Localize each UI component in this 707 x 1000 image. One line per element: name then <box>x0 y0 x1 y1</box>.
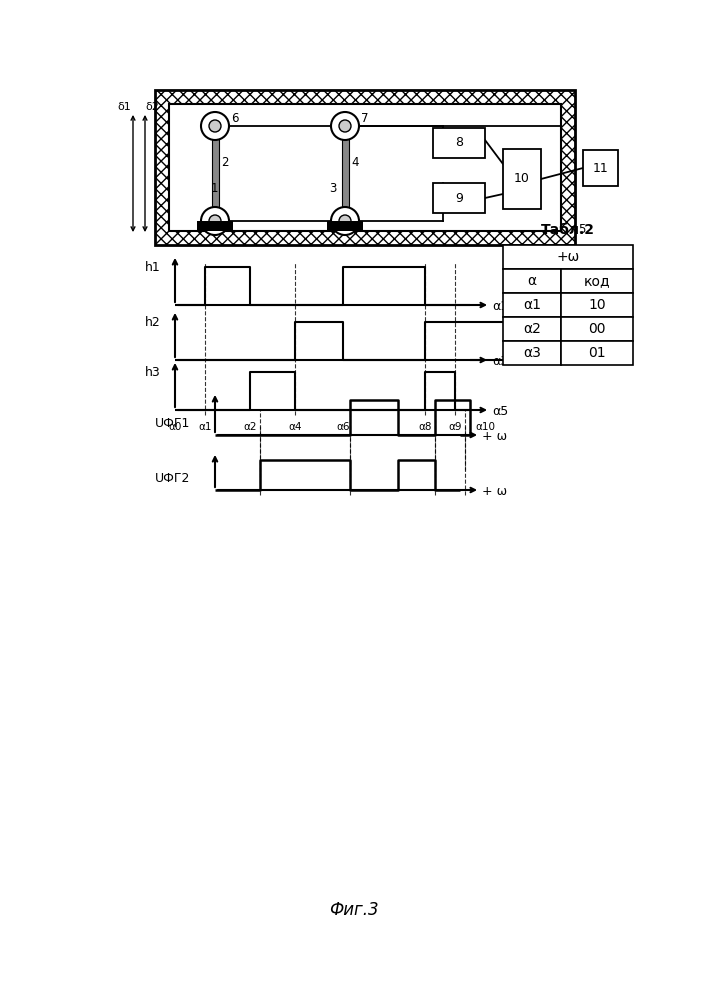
Bar <box>211 139 218 208</box>
Text: δ1: δ1 <box>117 102 131 112</box>
Bar <box>503 293 561 317</box>
Text: α0: α0 <box>168 422 182 432</box>
Text: α3: α3 <box>492 355 508 368</box>
Text: 3: 3 <box>329 182 337 194</box>
Text: α2: α2 <box>243 422 257 432</box>
Text: h2: h2 <box>145 316 160 329</box>
Circle shape <box>209 215 221 227</box>
Bar <box>433 183 485 213</box>
Text: 6: 6 <box>231 112 238 125</box>
Text: 01: 01 <box>588 346 606 360</box>
Text: 00: 00 <box>588 322 606 336</box>
Text: 9: 9 <box>455 192 463 205</box>
Bar <box>155 90 575 245</box>
Bar <box>503 341 561 365</box>
Text: 1: 1 <box>211 182 218 194</box>
Bar <box>169 104 561 231</box>
Text: Фиг.3: Фиг.3 <box>329 901 378 919</box>
Text: h1: h1 <box>145 261 160 274</box>
Bar <box>561 269 633 293</box>
Text: + ω: + ω <box>482 430 507 443</box>
Bar <box>433 128 485 158</box>
Bar <box>341 139 349 208</box>
Text: α1: α1 <box>198 422 212 432</box>
Text: α: α <box>527 274 537 288</box>
Circle shape <box>339 215 351 227</box>
Text: + ω: + ω <box>482 485 507 498</box>
Bar <box>327 221 363 231</box>
Text: 5: 5 <box>578 223 585 236</box>
Bar <box>197 221 233 231</box>
Bar <box>561 317 633 341</box>
Text: 4: 4 <box>351 155 358 168</box>
Bar <box>503 317 561 341</box>
Text: +ω: +ω <box>556 250 580 264</box>
Text: α6: α6 <box>337 422 350 432</box>
Text: UФГ2: UФГ2 <box>155 472 190 485</box>
Bar <box>503 149 541 209</box>
Text: α5: α5 <box>492 405 508 418</box>
Text: α2: α2 <box>523 322 541 336</box>
Text: Табл.2: Табл.2 <box>541 223 595 237</box>
Text: α10: α10 <box>475 422 495 432</box>
Circle shape <box>201 207 229 235</box>
Circle shape <box>331 112 359 140</box>
Text: 10: 10 <box>514 172 530 186</box>
Circle shape <box>339 120 351 132</box>
Text: α4: α4 <box>288 422 302 432</box>
Text: h3: h3 <box>145 366 160 379</box>
Bar <box>503 269 561 293</box>
Bar <box>561 341 633 365</box>
Text: 11: 11 <box>592 161 609 174</box>
Text: 8: 8 <box>455 136 463 149</box>
Text: 2: 2 <box>221 155 228 168</box>
Text: UФГ1: UФГ1 <box>155 417 190 430</box>
Text: код: код <box>584 274 610 288</box>
Text: α9: α9 <box>448 422 462 432</box>
Circle shape <box>331 207 359 235</box>
Circle shape <box>209 120 221 132</box>
Text: α1: α1 <box>492 300 508 313</box>
Bar <box>583 150 618 186</box>
Text: α3: α3 <box>523 346 541 360</box>
Text: 10: 10 <box>588 298 606 312</box>
Circle shape <box>201 112 229 140</box>
Text: α8: α8 <box>419 422 432 432</box>
Bar <box>503 245 633 269</box>
Text: δ2: δ2 <box>145 102 159 112</box>
Text: α1: α1 <box>523 298 541 312</box>
Text: 7: 7 <box>361 112 368 125</box>
Bar <box>561 293 633 317</box>
